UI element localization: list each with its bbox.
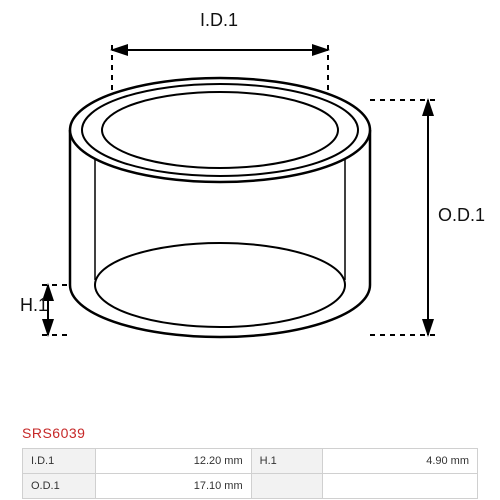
- spec-value: [323, 474, 478, 499]
- label-id1: I.D.1: [200, 10, 238, 31]
- technical-drawing: I.D.1 O.D.1 H.1: [0, 0, 500, 420]
- label-h1: H.1: [20, 295, 48, 316]
- spec-label: O.D.1: [23, 474, 96, 499]
- spec-label: I.D.1: [23, 449, 96, 474]
- label-od1: O.D.1: [438, 205, 485, 226]
- table-row: I.D.1 12.20 mm H.1 4.90 mm: [23, 449, 478, 474]
- spec-value: 4.90 mm: [323, 449, 478, 474]
- table-row: O.D.1 17.10 mm: [23, 474, 478, 499]
- part-number: SRS6039: [22, 425, 85, 441]
- spec-value: 17.10 mm: [95, 474, 251, 499]
- drawing-svg: [0, 0, 500, 420]
- spec-label: [251, 474, 322, 499]
- spec-table: I.D.1 12.20 mm H.1 4.90 mm O.D.1 17.10 m…: [22, 448, 478, 499]
- spec-value: 12.20 mm: [95, 449, 251, 474]
- spec-label: H.1: [251, 449, 322, 474]
